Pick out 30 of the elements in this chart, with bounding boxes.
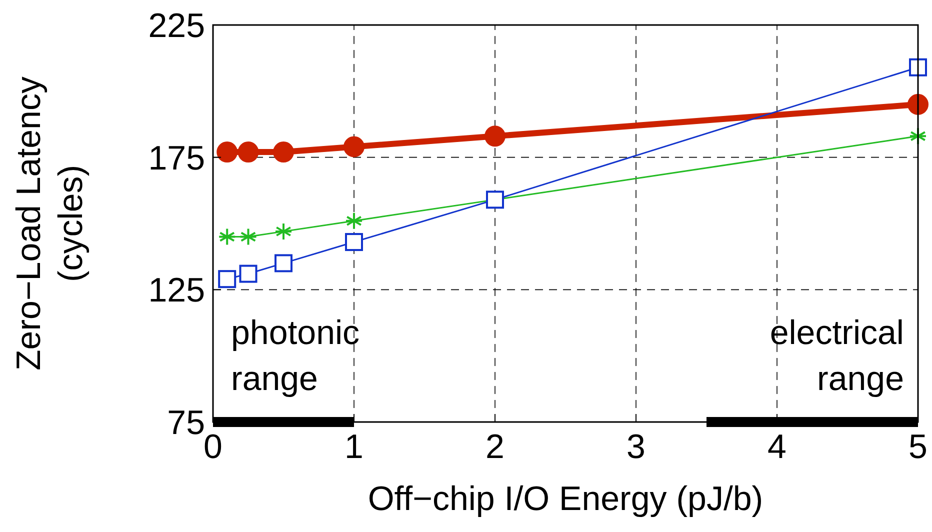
point bbox=[273, 142, 294, 163]
x-tick-label: 5 bbox=[908, 428, 928, 466]
point bbox=[484, 126, 506, 147]
point bbox=[218, 228, 236, 246]
annotation: electrical range bbox=[770, 314, 904, 398]
point bbox=[344, 136, 364, 158]
x-tick-label: 0 bbox=[204, 428, 222, 466]
point bbox=[239, 228, 258, 246]
y-tick-label: 175 bbox=[148, 139, 205, 178]
point bbox=[909, 127, 927, 146]
y-tick-label: 125 bbox=[148, 272, 205, 310]
x-axis-title: Off−chip I/O Energy (pJ/b) bbox=[368, 480, 764, 518]
point bbox=[908, 94, 928, 115]
point bbox=[218, 270, 236, 288]
point bbox=[909, 58, 927, 76]
y-axis-title: Zero−Load Latency (cycles) bbox=[10, 76, 90, 370]
x-tick-label: 3 bbox=[626, 428, 646, 466]
point bbox=[216, 142, 238, 163]
y-tick-label: 225 bbox=[148, 7, 205, 45]
point bbox=[345, 212, 363, 230]
x-tick-label: 1 bbox=[344, 428, 364, 466]
point bbox=[238, 142, 259, 163]
x-tick-label: 4 bbox=[768, 428, 786, 466]
point bbox=[239, 264, 258, 283]
annotation: photonic range bbox=[231, 314, 360, 398]
x-tick-label: 2 bbox=[486, 428, 504, 466]
y-tick-label: 75 bbox=[167, 404, 205, 442]
point bbox=[274, 254, 292, 272]
point bbox=[274, 222, 292, 240]
point bbox=[345, 233, 363, 252]
